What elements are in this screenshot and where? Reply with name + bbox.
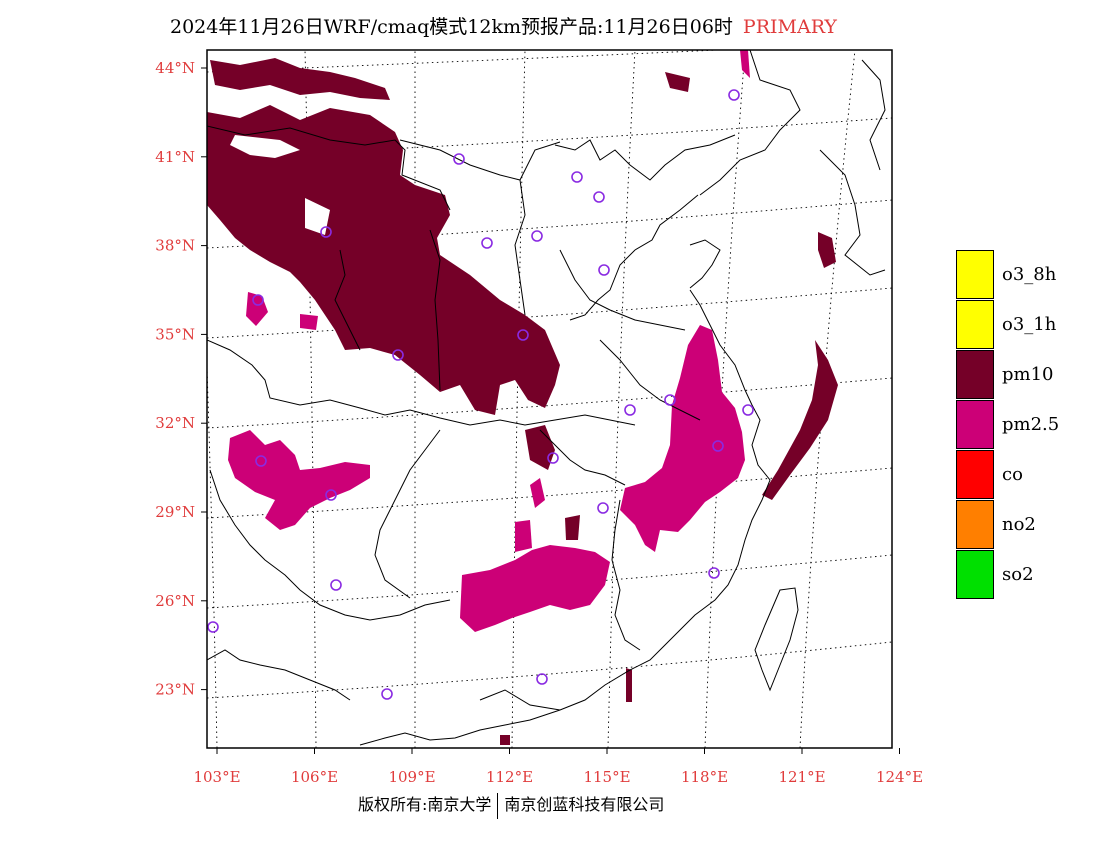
- boundaries: [207, 50, 886, 746]
- footer-separator: [497, 792, 499, 819]
- lat-tick-label: 23°N: [155, 681, 195, 699]
- legend-item: o3_8h: [956, 249, 1059, 299]
- pm10-region: [207, 58, 838, 745]
- map-content: [207, 50, 892, 748]
- legend-item: o3_1h: [956, 299, 1059, 349]
- legend-label: no2: [1002, 513, 1036, 535]
- lat-tick-label: 38°N: [155, 237, 195, 255]
- lon-tick-label: 121°E: [778, 768, 825, 786]
- legend-swatch: [956, 549, 994, 599]
- map-title: 2024年11月26日WRF/cmaq模式12km预报产品:11月26日06时 P…: [170, 12, 837, 39]
- longitude-axis: 103°E 106°E 109°E 112°E 115°E 118°E 121°E 124°E: [193, 748, 923, 786]
- latitude-axis: 44°N 41°N 38°N 35°N 32°N 29°N 26°N 23°N: [155, 59, 207, 699]
- legend-label: so2: [1002, 563, 1034, 585]
- legend-label: o3_8h: [1002, 263, 1057, 285]
- copyright-footer: 版权所有:南京大学 南京创蓝科技有限公司: [358, 791, 664, 819]
- map-frame: [206, 49, 893, 749]
- legend-item: pm10: [956, 349, 1059, 399]
- legend-item: co: [956, 449, 1059, 499]
- copyright-left: 版权所有:南京大学: [358, 795, 492, 814]
- legend-item: so2: [956, 549, 1059, 599]
- lon-tick-label: 118°E: [681, 768, 728, 786]
- legend: o3_8h o3_1h pm10 pm2.5 co no2 so2: [956, 249, 1059, 599]
- title-primary-tag: PRIMARY: [742, 16, 837, 38]
- legend-swatch: [956, 499, 994, 549]
- legend-swatch: [956, 249, 994, 299]
- legend-label: pm10: [1002, 363, 1054, 385]
- legend-item: no2: [956, 499, 1059, 549]
- legend-swatch: [956, 399, 994, 449]
- station-markers: [207, 89, 754, 700]
- title-main: 2024年11月26日WRF/cmaq模式12km预报产品:11月26日06时: [170, 16, 733, 38]
- legend-swatch: [956, 449, 994, 499]
- lat-tick-label: 44°N: [155, 59, 195, 77]
- lon-tick-label: 103°E: [193, 768, 240, 786]
- legend-item: pm2.5: [956, 399, 1059, 449]
- lat-tick-label: 35°N: [155, 325, 195, 343]
- lon-tick-label: 112°E: [486, 768, 533, 786]
- legend-swatch: [956, 349, 994, 399]
- lon-tick-label: 109°E: [388, 768, 435, 786]
- legend-label: pm2.5: [1002, 413, 1060, 435]
- lat-tick-label: 32°N: [155, 414, 195, 432]
- lat-tick-label: 29°N: [155, 503, 195, 521]
- copyright-right: 南京创蓝科技有限公司: [504, 795, 665, 814]
- legend-swatch: [956, 299, 994, 349]
- legend-label: co: [1002, 463, 1023, 485]
- lat-tick-label: 26°N: [155, 592, 195, 610]
- lon-tick-label: 106°E: [291, 768, 338, 786]
- graticule: [207, 50, 892, 748]
- lat-tick-label: 41°N: [155, 148, 195, 166]
- legend-label: o3_1h: [1002, 313, 1057, 335]
- lon-tick-label: 124°E: [876, 768, 923, 786]
- lon-tick-label: 115°E: [583, 768, 630, 786]
